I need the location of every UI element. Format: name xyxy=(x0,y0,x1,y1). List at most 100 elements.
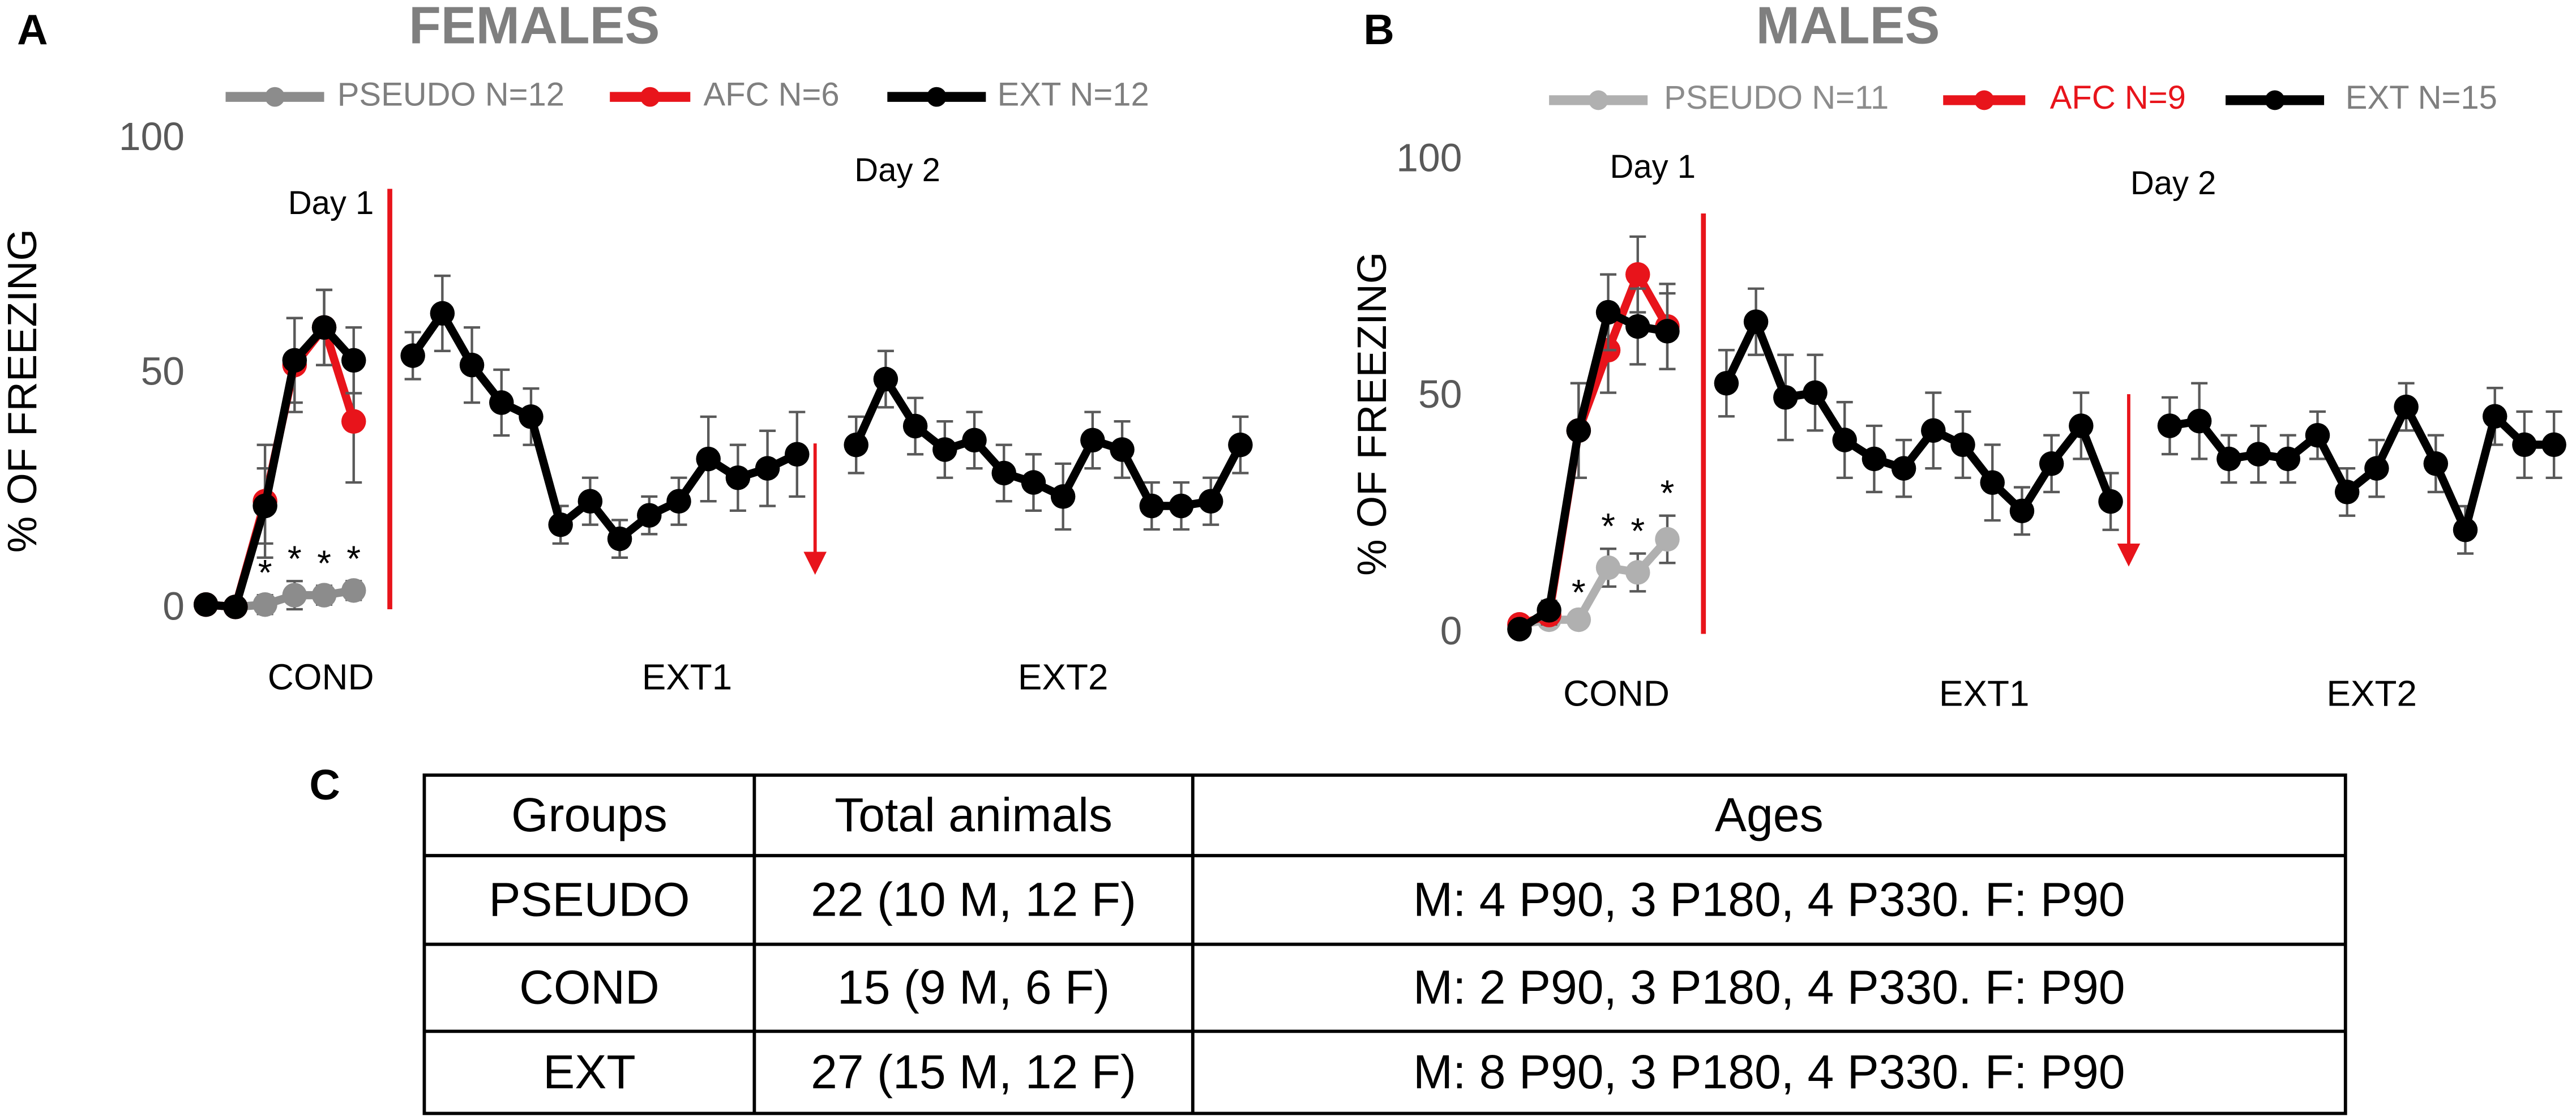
marker xyxy=(637,503,662,528)
y-tick-label: 50 xyxy=(1418,372,1462,416)
marker xyxy=(548,512,573,537)
table-cell: 27 (15 M, 12 F) xyxy=(811,1045,1136,1098)
legend-marker xyxy=(2265,90,2285,110)
marker xyxy=(1891,456,1916,481)
marker xyxy=(1862,446,1887,472)
marker xyxy=(1980,470,2005,495)
marker xyxy=(577,489,603,514)
marker xyxy=(873,366,898,392)
marker xyxy=(1050,484,1076,509)
marker xyxy=(666,489,691,514)
y-tick-label: 100 xyxy=(119,114,185,159)
panel-letter: A xyxy=(17,6,48,53)
marker xyxy=(459,352,485,378)
significance-marker: * xyxy=(288,538,302,579)
marker xyxy=(1950,432,1975,458)
phase-label: EXT1 xyxy=(642,657,733,698)
legend-label: AFC N=6 xyxy=(703,76,839,113)
arrow-head xyxy=(2117,543,2141,567)
marker xyxy=(311,315,337,340)
table-cell: EXT xyxy=(543,1045,636,1098)
significance-marker: * xyxy=(258,552,272,593)
marker xyxy=(223,595,248,619)
marker xyxy=(1655,319,1680,344)
significance-marker: * xyxy=(317,543,331,584)
marker xyxy=(2186,408,2212,434)
marker xyxy=(932,437,957,462)
significance-marker: * xyxy=(1661,473,1675,514)
marker xyxy=(489,390,514,415)
legend-label: PSEUDO N=12 xyxy=(337,76,564,113)
marker xyxy=(1625,314,1650,339)
significance-marker: * xyxy=(1601,506,1615,546)
table-header: Total animals xyxy=(835,788,1112,841)
marker xyxy=(1595,555,1621,580)
marker xyxy=(991,460,1017,486)
phase-label: EXT2 xyxy=(1018,657,1109,698)
marker xyxy=(1655,527,1680,552)
marker xyxy=(1832,428,1857,452)
marker xyxy=(282,583,307,608)
table-cell: PSEUDO xyxy=(489,873,690,926)
panel-letter: C xyxy=(309,761,340,809)
marker xyxy=(1169,493,1194,519)
marker xyxy=(2453,517,2478,542)
marker xyxy=(902,413,928,439)
marker xyxy=(1228,432,1253,458)
marker xyxy=(2423,451,2449,476)
marker xyxy=(2394,394,2419,420)
y-axis-label: % OF FREEZING xyxy=(0,229,45,553)
legend-marker xyxy=(926,87,947,107)
table-cell: 15 (9 M, 6 F) xyxy=(837,961,1110,1014)
phase-label: EXT2 xyxy=(2326,673,2417,714)
significance-marker: * xyxy=(1631,511,1645,552)
marker xyxy=(253,592,277,617)
marker xyxy=(785,442,810,467)
legend-label: AFC N=9 xyxy=(2050,79,2186,116)
marker xyxy=(2098,489,2123,514)
marker xyxy=(844,432,868,458)
marker xyxy=(400,343,425,368)
legend-label: PSEUDO N=11 xyxy=(1664,79,1889,116)
marker xyxy=(607,526,632,552)
y-tick-label: 0 xyxy=(162,584,185,628)
day-label: Day 1 xyxy=(1610,148,1696,185)
marker xyxy=(1773,385,1798,410)
marker xyxy=(1625,262,1650,287)
marker xyxy=(2334,480,2360,505)
marker xyxy=(341,409,366,434)
table-header: Groups xyxy=(511,788,667,841)
marker xyxy=(2482,404,2507,429)
marker xyxy=(1566,418,1591,443)
phase-label: COND xyxy=(268,657,374,698)
marker xyxy=(2541,432,2566,458)
legend-label: EXT N=15 xyxy=(2346,79,2497,116)
marker xyxy=(282,348,307,373)
marker xyxy=(696,446,721,472)
chart-title: MALES xyxy=(1756,0,1940,55)
table-header: Ages xyxy=(1715,788,1824,841)
marker xyxy=(755,456,780,481)
marker xyxy=(2039,451,2064,476)
marker xyxy=(1021,470,1046,495)
marker xyxy=(1537,597,1561,623)
marker xyxy=(341,348,366,373)
legend-marker xyxy=(1974,90,1995,110)
panel-letter: B xyxy=(1363,6,1394,53)
marker xyxy=(1625,560,1650,585)
marker xyxy=(2246,442,2271,467)
y-tick-label: 100 xyxy=(1396,136,1462,180)
marker xyxy=(430,301,455,326)
phase-label: EXT1 xyxy=(1939,673,2030,714)
phase-label: COND xyxy=(1563,673,1670,714)
marker xyxy=(2364,456,2389,481)
marker xyxy=(2275,446,2301,472)
day-label: Day 2 xyxy=(2130,165,2216,202)
marker xyxy=(341,578,366,603)
significance-marker: * xyxy=(346,538,361,579)
marker xyxy=(1080,428,1105,453)
marker xyxy=(1198,489,1223,514)
legend-marker xyxy=(265,87,285,107)
